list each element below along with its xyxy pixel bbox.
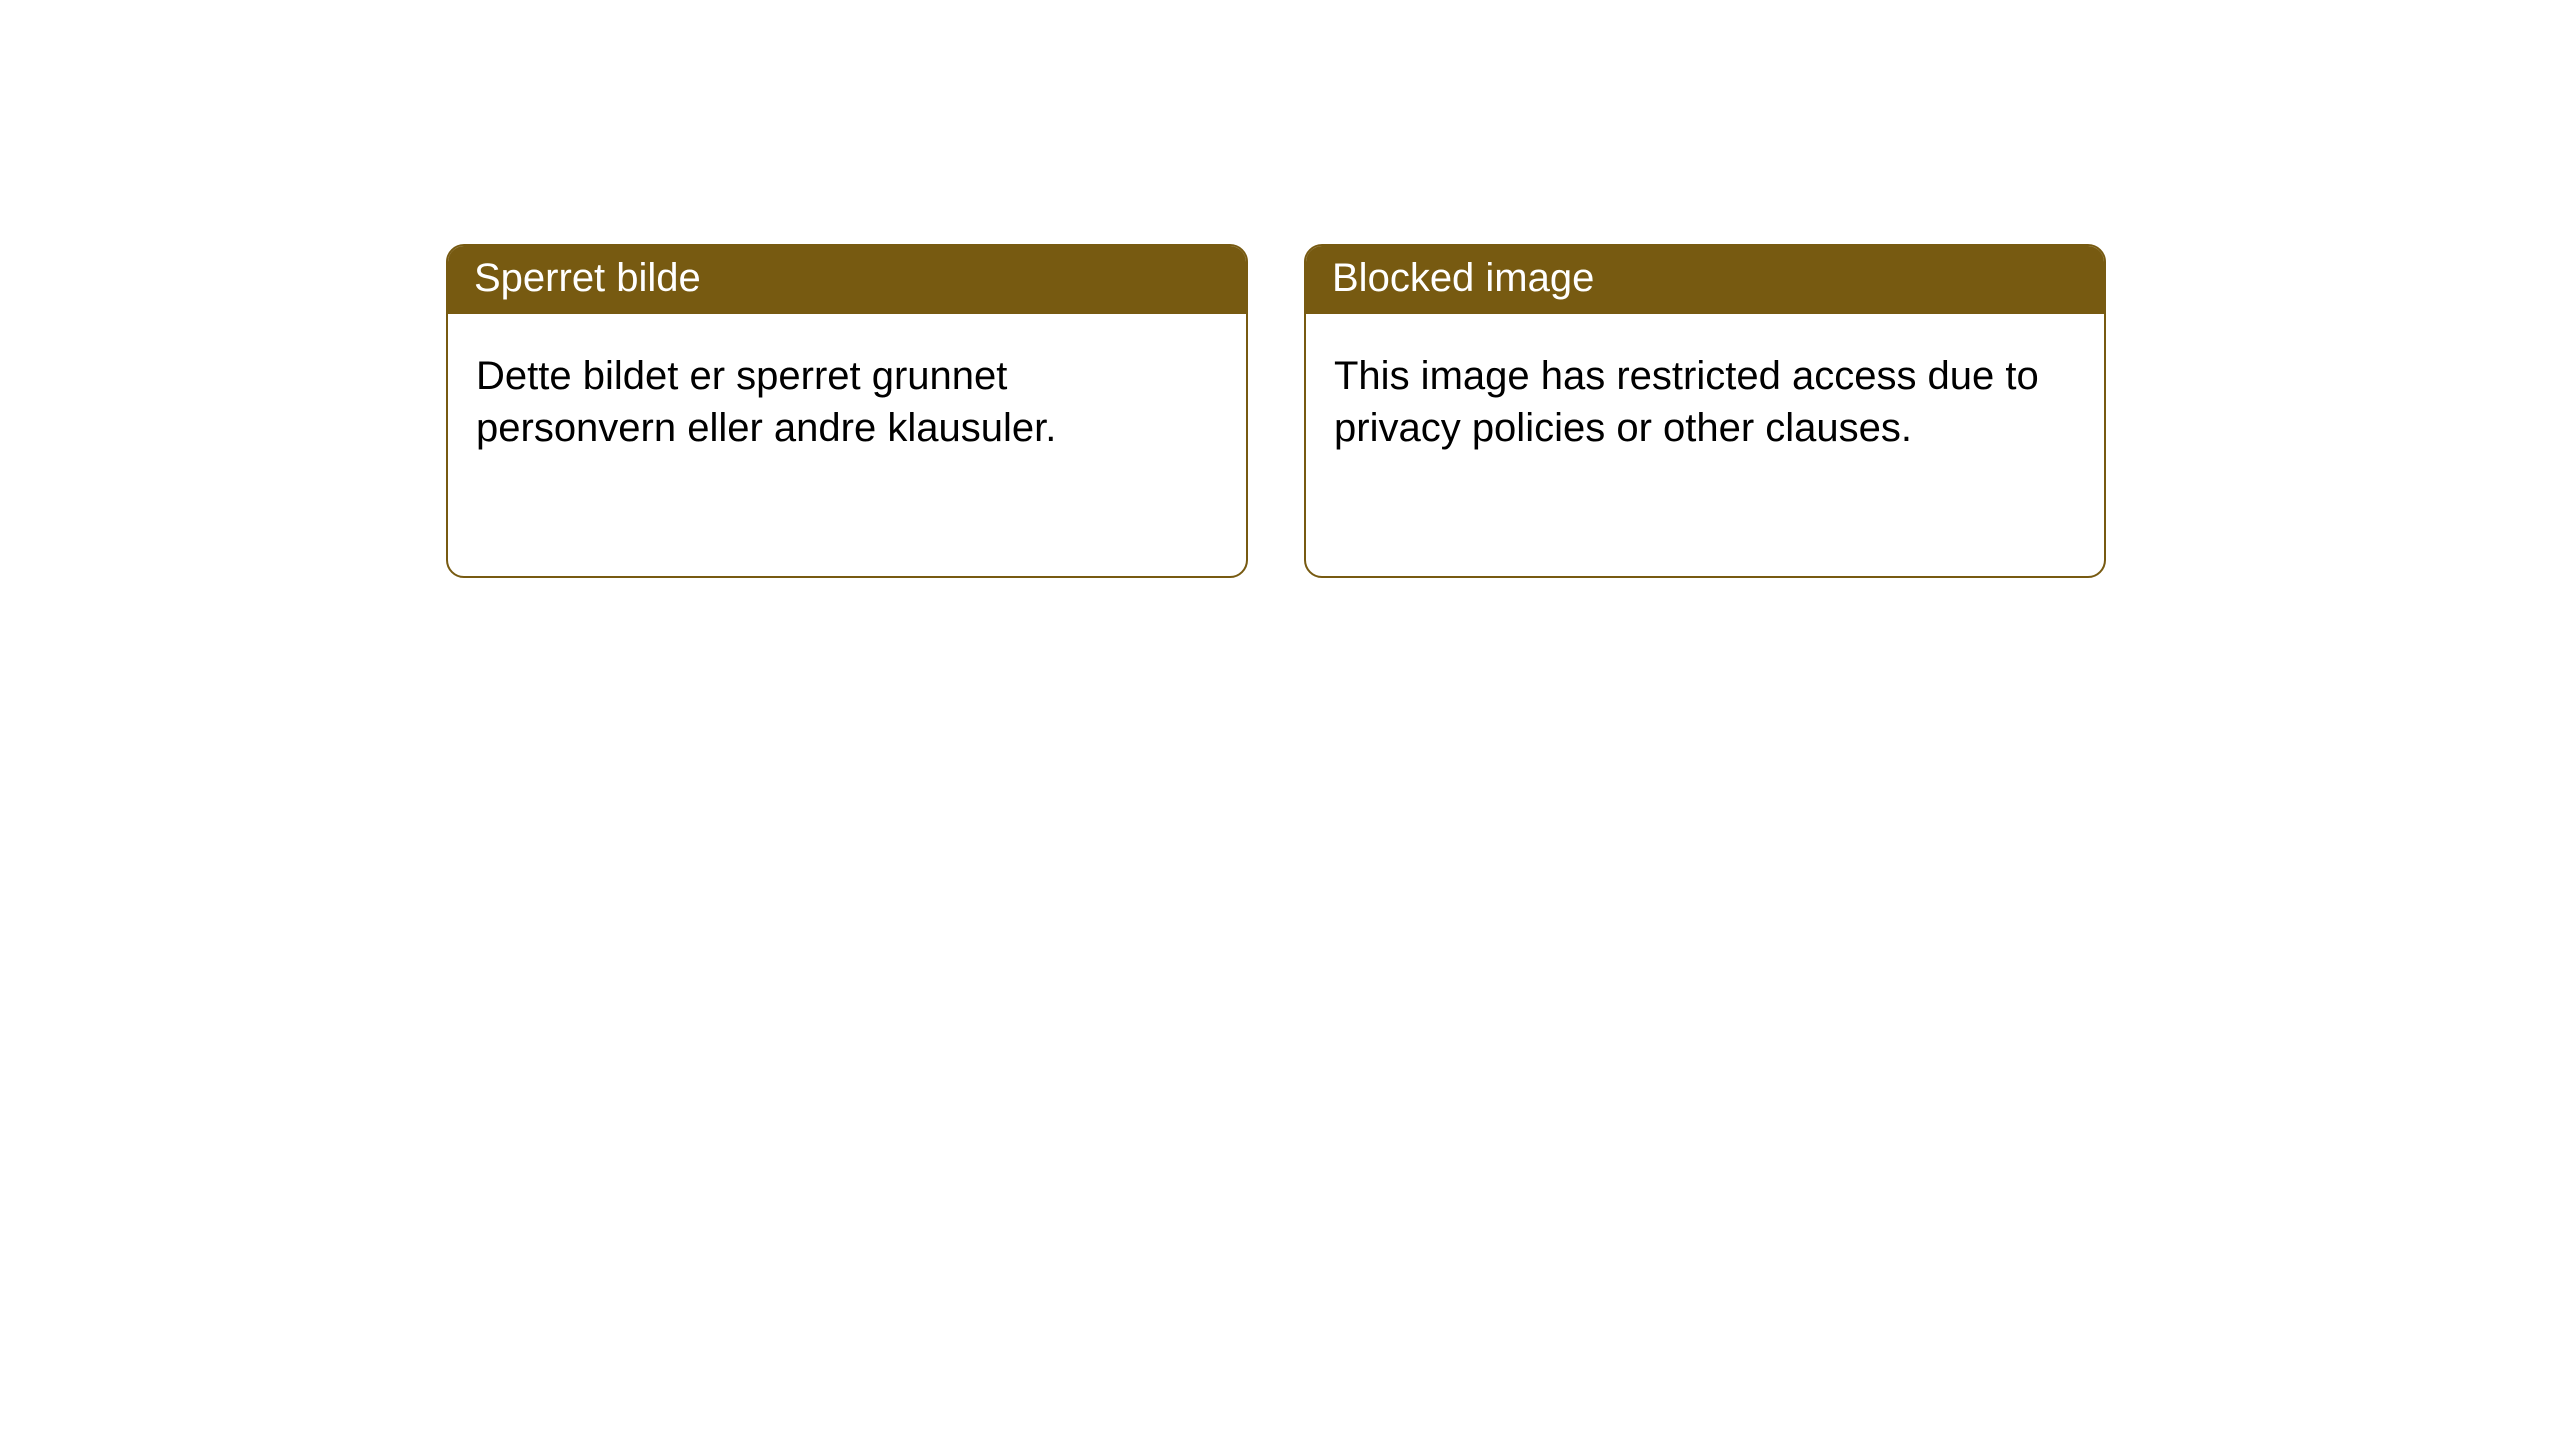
- card-body: Dette bildet er sperret grunnet personve…: [448, 314, 1246, 490]
- card-title: Sperret bilde: [448, 246, 1246, 314]
- card-body: This image has restricted access due to …: [1306, 314, 2104, 490]
- blocked-image-card-en: Blocked image This image has restricted …: [1304, 244, 2106, 578]
- blocked-image-card-no: Sperret bilde Dette bildet er sperret gr…: [446, 244, 1248, 578]
- card-title: Blocked image: [1306, 246, 2104, 314]
- cards-container: Sperret bilde Dette bildet er sperret gr…: [0, 0, 2560, 578]
